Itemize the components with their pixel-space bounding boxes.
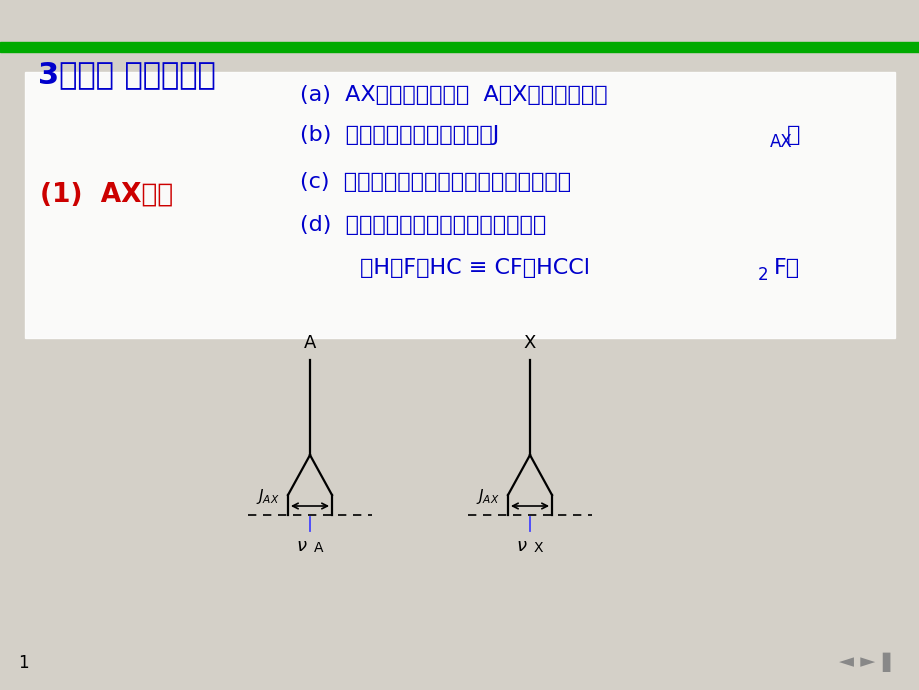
Text: 1: 1 <box>18 654 28 672</box>
Text: X: X <box>523 334 536 352</box>
Text: $\nu$: $\nu$ <box>296 537 308 555</box>
Text: AX: AX <box>769 133 792 151</box>
Text: 2: 2 <box>757 266 767 284</box>
Text: $J_{AX}$: $J_{AX}$ <box>476 486 499 506</box>
Text: ◄ ►▐: ◄ ►▐ <box>838 653 889 672</box>
Text: X: X <box>533 541 543 555</box>
Text: ；: ； <box>786 125 800 145</box>
Text: (b)  两峰之间裂距为偶合常数J: (b) 两峰之间裂距为偶合常数J <box>300 125 499 145</box>
Text: F）: F） <box>773 258 800 278</box>
Text: A: A <box>303 334 316 352</box>
Text: (1)  AX系统: (1) AX系统 <box>40 182 173 208</box>
Text: A: A <box>313 541 323 555</box>
Text: (c)  各组双重峰的中点为该核的化学位移；: (c) 各组双重峰的中点为该核的化学位移； <box>300 172 571 192</box>
Bar <box>0 42 919 52</box>
Text: 3、常见 的自旋系统: 3、常见 的自旋系统 <box>38 61 216 90</box>
Text: $\nu$: $\nu$ <box>516 537 528 555</box>
Text: （H－F、HC ≡ CF、HCCl: （H－F、HC ≡ CF、HCCl <box>359 258 589 278</box>
Text: (a)  AX系统有四条线，  A、X各为两重峰；: (a) AX系统有四条线， A、X各为两重峰； <box>300 85 607 105</box>
Text: (d)  四条谱线高度相等，峰形无畚变。: (d) 四条谱线高度相等，峰形无畚变。 <box>300 215 546 235</box>
Bar <box>25 72 894 338</box>
Text: $J_{AX}$: $J_{AX}$ <box>256 486 279 506</box>
